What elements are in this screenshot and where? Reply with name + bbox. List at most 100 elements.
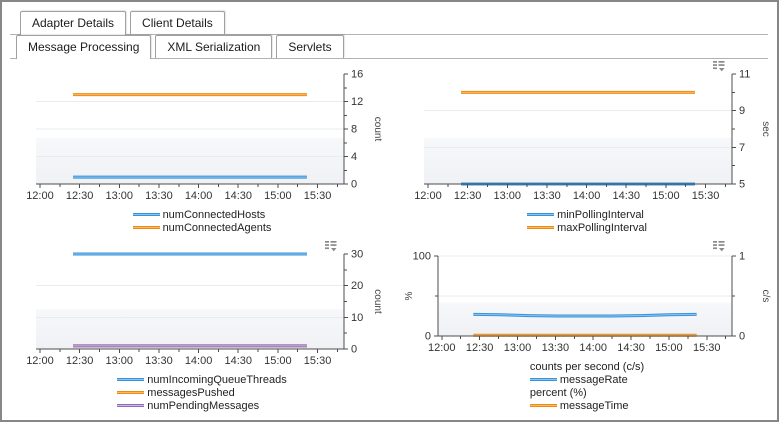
x-tick-label: 15:00 bbox=[264, 190, 292, 202]
y-axis-title-right: count bbox=[372, 117, 383, 142]
x-tick-label: 13:00 bbox=[504, 342, 532, 354]
legend-item: numConnectedAgents bbox=[132, 221, 272, 234]
x-tick-label: 13:00 bbox=[494, 190, 522, 202]
legend-swatch bbox=[117, 404, 145, 407]
x-tick-label: 13:00 bbox=[106, 190, 134, 202]
x-tick-label: 14:00 bbox=[573, 190, 601, 202]
y-tick-label: 30 bbox=[351, 249, 363, 261]
primary-tab-bar: Adapter Details Client Details bbox=[10, 8, 768, 35]
legend-label: maxPollingInterval bbox=[557, 221, 647, 234]
chart-canvas: 12:00 12:30 13:00 13:30 14:00 14:30 15:00 15:30… bbox=[404, 251, 771, 355]
y-axis-title-right: sec bbox=[760, 121, 771, 137]
chart-canvas: 12:00 12:30 13:00 13:30 14:00 14:30 15:00 15:30… bbox=[414, 69, 771, 203]
x-tick-label: 13:30 bbox=[145, 355, 173, 367]
x-tick-label: 12:30 bbox=[66, 355, 94, 367]
y-tick-label: 20 bbox=[351, 280, 363, 292]
legend-swatch bbox=[117, 391, 145, 394]
plot-band bbox=[36, 309, 344, 349]
chart-polling-interval: 12:00 12:30 13:00 13:30 14:00 14:30 15:00 15:30… bbox=[398, 61, 776, 234]
legend-label: messageTime bbox=[559, 399, 629, 412]
legend-item: numIncomingQueueThreads bbox=[117, 373, 287, 386]
legend-label: numConnectedHosts bbox=[162, 208, 266, 221]
legend-swatch bbox=[529, 378, 557, 381]
legend-swatch bbox=[132, 213, 160, 216]
tab-xml-serialization[interactable]: XML Serialization bbox=[155, 35, 273, 58]
legend-item: messageTime bbox=[529, 399, 644, 412]
x-tick-label: 12:00 bbox=[26, 190, 54, 202]
chart-legend: numConnectedHosts numConnectedAgents bbox=[10, 208, 394, 234]
legend-swatch bbox=[132, 226, 160, 229]
legend-item: numPendingMessages bbox=[117, 399, 286, 412]
legend-label: numIncomingQueueThreads bbox=[147, 373, 287, 386]
y-tick-label: 5 bbox=[739, 179, 745, 191]
chart-menu-icon[interactable] bbox=[712, 240, 726, 252]
series-line-core-messageRate bbox=[473, 313, 697, 317]
x-tick-label: 14:00 bbox=[185, 355, 213, 367]
x-tick-label: 14:30 bbox=[612, 190, 640, 202]
legend-swatch bbox=[117, 378, 145, 381]
y-tick-label: 0 bbox=[351, 179, 357, 191]
y-axis-title-right: count bbox=[372, 289, 383, 314]
tab-message-processing[interactable]: Message Processing bbox=[16, 35, 152, 59]
legend-label: numPendingMessages bbox=[147, 399, 260, 412]
y-axis-title-left: % bbox=[404, 291, 415, 300]
x-tick-label: 15:30 bbox=[693, 342, 721, 354]
plot-band bbox=[438, 302, 732, 336]
x-tick-label: 12:00 bbox=[414, 190, 442, 202]
x-tick-label: 12:00 bbox=[26, 355, 54, 367]
legend-label: messagesPushed bbox=[147, 386, 235, 399]
y-axis-title-right: c/s bbox=[760, 290, 771, 303]
x-tick-label: 14:30 bbox=[224, 355, 252, 367]
chart-connected-counts: 12:00 12:30 13:00 13:30 14:00 14:30 15:00 15:30… bbox=[10, 68, 394, 234]
legend-item: minPollingInterval bbox=[527, 208, 647, 221]
legend-item: messageRate bbox=[529, 373, 644, 386]
y-tick-label: 100 bbox=[413, 251, 431, 263]
tab-label: Client Details bbox=[142, 16, 213, 30]
x-tick-label: 12:30 bbox=[66, 190, 94, 202]
x-tick-label: 12:30 bbox=[454, 190, 482, 202]
legend-label: numConnectedAgents bbox=[162, 221, 272, 234]
chart-message-rate-time: 12:00 12:30 13:00 13:30 14:00 14:30 15:00 15:30… bbox=[398, 241, 776, 412]
x-tick-label: 15:30 bbox=[304, 355, 332, 367]
legend-swatch bbox=[527, 213, 555, 216]
legend-item: messagesPushed bbox=[117, 386, 286, 399]
x-tick-label: 13:30 bbox=[145, 190, 173, 202]
tab-adapter-details[interactable]: Adapter Details bbox=[20, 11, 127, 35]
x-tick-label: 13:00 bbox=[106, 355, 134, 367]
y-tick-label: 12 bbox=[351, 96, 363, 108]
y-tick-label: 7 bbox=[739, 142, 745, 154]
tab-client-details[interactable]: Client Details bbox=[130, 11, 225, 34]
chart-menu-icon[interactable] bbox=[324, 240, 338, 252]
y-tick-label: 8 bbox=[351, 124, 357, 136]
y-tick-label: 1 bbox=[739, 251, 745, 263]
plot-band bbox=[424, 137, 732, 184]
chart-queue-counts: 12:00 12:30 13:00 13:30 14:00 14:30 15:00 15:30… bbox=[10, 241, 394, 412]
y-tick-label: 10 bbox=[351, 312, 363, 324]
legend-swatch bbox=[529, 404, 557, 407]
chart-legend: counts per second (c/s) messageRate percen… bbox=[398, 360, 776, 412]
x-tick-label: 14:00 bbox=[185, 190, 213, 202]
tab-label: Adapter Details bbox=[32, 16, 115, 30]
chart-canvas: 12:00 12:30 13:00 13:30 14:00 14:30 15:00 15:30… bbox=[26, 249, 383, 368]
chart-legend: numIncomingQueueThreads messagesPushed num… bbox=[10, 373, 394, 412]
legend-item: numConnectedHosts bbox=[132, 208, 272, 221]
chart-menu-icon[interactable] bbox=[712, 60, 726, 72]
tab-label: Servlets bbox=[288, 40, 332, 54]
chart-canvas: 12:00 12:30 13:00 13:30 14:00 14:30 15:00 15:30… bbox=[26, 69, 383, 203]
x-tick-label: 14:00 bbox=[579, 342, 607, 354]
x-tick-label: 15:30 bbox=[692, 190, 720, 202]
tab-servlets[interactable]: Servlets bbox=[276, 35, 344, 58]
legend-group-header: counts per second (c/s) bbox=[529, 360, 645, 373]
x-tick-label: 15:00 bbox=[264, 355, 292, 367]
y-tick-label: 9 bbox=[739, 105, 745, 117]
tab-label: XML Serialization bbox=[167, 40, 261, 54]
x-tick-label: 13:30 bbox=[533, 190, 561, 202]
legend-label: minPollingInterval bbox=[557, 208, 644, 221]
legend-group-header: percent (%) bbox=[529, 386, 587, 399]
x-tick-label: 15:30 bbox=[304, 190, 332, 202]
y-tick-label: 11 bbox=[739, 69, 750, 81]
tab-label: Message Processing bbox=[28, 40, 140, 54]
y-tick-label: 0 bbox=[425, 331, 431, 343]
x-tick-label: 15:00 bbox=[652, 190, 680, 202]
